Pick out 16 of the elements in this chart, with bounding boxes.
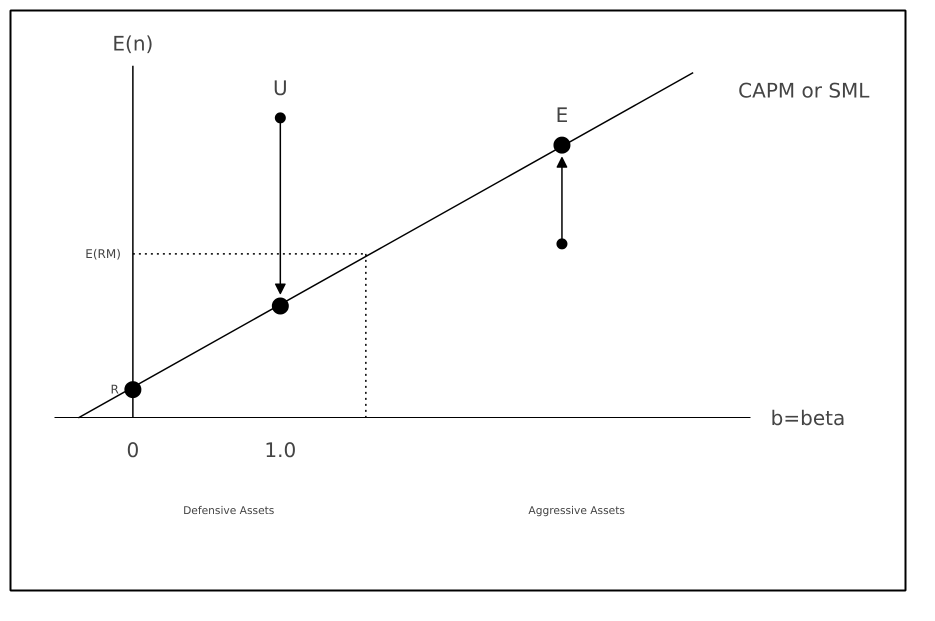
x-tick-label: 1.0: [264, 438, 296, 462]
x-tick-label: 0: [126, 438, 140, 462]
annotation: R: [110, 382, 119, 397]
y-axis-title: E(n): [112, 31, 154, 56]
point: [274, 112, 286, 124]
point: [553, 136, 570, 154]
annotation: E: [556, 103, 568, 128]
text: Defensive Assets: [183, 504, 275, 518]
text: Aggressive Assets: [528, 504, 626, 518]
x-axis-title: b=beta: [770, 406, 846, 430]
point: [124, 381, 142, 398]
point: [272, 298, 289, 315]
text: CAPM or SML: [738, 78, 870, 103]
point: [556, 238, 568, 250]
annotation: U: [273, 76, 288, 100]
ref-line-label: E(RM): [85, 246, 121, 261]
